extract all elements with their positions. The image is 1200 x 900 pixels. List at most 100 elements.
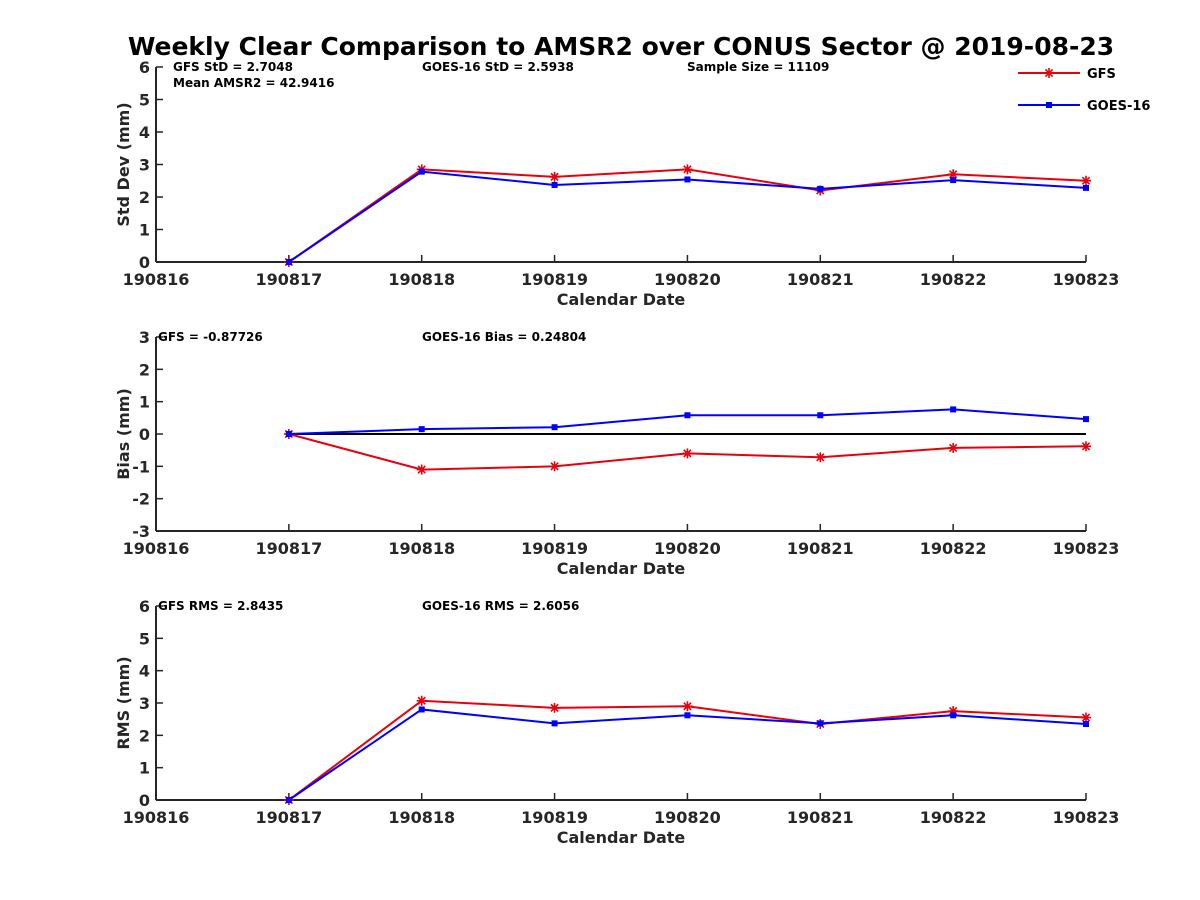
y-tick-label: 0	[139, 253, 150, 272]
y-tick-label: 3	[139, 694, 150, 713]
x-tick-label: 190819	[521, 539, 588, 558]
data-point	[551, 720, 558, 727]
x-tick-label: 190820	[654, 539, 721, 558]
data-point	[1081, 712, 1091, 723]
marker-stroke	[1081, 442, 1091, 451]
data-point	[950, 177, 957, 184]
data-point	[418, 706, 425, 713]
y-tick-label: 3	[139, 156, 150, 175]
panels: 0 1 2 3 4 5 6 190816 190817 190818 190819 190820 190…	[114, 58, 1119, 847]
y-axis-label: Bias (mm)	[114, 388, 133, 480]
y-tick-label: 2	[139, 360, 150, 379]
marker-stroke	[683, 449, 692, 458]
x-tick-label: 190820	[654, 270, 721, 289]
annotation-a2: Mean AMSR2 = 42.9416	[173, 76, 334, 90]
x-tick-label: 190817	[255, 270, 322, 289]
annotation-a1: GFS RMS = 2.8435	[158, 599, 283, 613]
data-point	[684, 176, 691, 183]
y-tick-label: -1	[132, 457, 150, 476]
marker-stroke	[683, 165, 692, 174]
marker-stroke	[683, 702, 692, 711]
y-tick-label: 6	[139, 597, 150, 616]
x-tick-label: 190823	[1053, 539, 1120, 558]
x-tick-label: 190822	[920, 270, 987, 289]
legend-item-goes-16: GOES-16	[1018, 99, 1150, 114]
y-tick-label: 4	[139, 662, 150, 681]
data-point	[817, 412, 824, 419]
x-tick-label: 190816	[123, 270, 190, 289]
y-tick-label: 2	[139, 726, 150, 745]
panel-3: 0 1 2 3 4 5 6 190816 190817 190818 190819 190820 190…	[114, 597, 1119, 847]
data-point	[1081, 441, 1091, 452]
annotation-a1: GFS = -0.87726	[158, 330, 263, 344]
series-goes-16	[285, 406, 1089, 437]
data-point	[551, 424, 558, 431]
x-tick-label: 190816	[123, 539, 190, 558]
data-point	[682, 448, 693, 459]
legend-item-gfs: GFS	[1018, 67, 1116, 82]
data-point	[948, 442, 959, 453]
x-tick-label: 190816	[123, 808, 190, 827]
series-goes-16	[285, 168, 1089, 265]
x-tick-label: 190820	[654, 808, 721, 827]
marker-stroke	[948, 443, 958, 453]
x-tick-label: 190822	[920, 539, 987, 558]
annotation-a3: GOES-16 StD = 2.5938	[422, 60, 574, 74]
y-tick-label: 0	[139, 425, 150, 444]
x-tick-label: 190817	[255, 539, 322, 558]
annotation-a1: GFS StD = 2.7048	[173, 60, 293, 74]
annotation-a3: GOES-16 Bias = 0.24804	[422, 330, 586, 344]
x-tick-label: 190819	[521, 270, 588, 289]
data-point	[418, 168, 425, 175]
y-tick-label: 3	[139, 328, 150, 347]
data-point	[1083, 721, 1089, 728]
x-tick-label: 190823	[1053, 808, 1120, 827]
data-point	[416, 695, 427, 706]
x-tick-label: 190818	[388, 808, 455, 827]
data-point	[285, 431, 292, 437]
y-tick-label: 5	[139, 629, 150, 648]
marker-stroke	[1044, 68, 1054, 78]
x-axis-label: Calendar Date	[557, 290, 686, 309]
series-goes-16	[285, 706, 1089, 803]
x-tick-label: 190818	[388, 270, 455, 289]
data-point	[950, 406, 957, 413]
data-point	[950, 712, 957, 719]
y-tick-label: 0	[139, 791, 150, 810]
marker-stroke	[1081, 176, 1091, 185]
x-tick-label: 190822	[920, 808, 987, 827]
data-point	[549, 171, 560, 182]
x-tick-label: 190817	[255, 808, 322, 827]
data-point	[549, 461, 560, 472]
data-point	[549, 702, 560, 713]
y-tick-label: 1	[139, 759, 150, 778]
marker-stroke	[816, 453, 825, 462]
data-point	[285, 797, 292, 803]
data-point	[682, 164, 693, 175]
marker-stroke	[417, 696, 426, 705]
legend-label: GOES-16	[1087, 99, 1150, 114]
marker-stroke	[948, 170, 958, 179]
y-tick-label: 1	[139, 221, 150, 240]
x-tick-label: 190821	[787, 808, 854, 827]
data-point	[817, 185, 824, 192]
panel-2: -3 -2 -1 0 1 2 3 190816 190817 190818 190819 190820…	[114, 328, 1119, 578]
annotation-a3: GOES-16 RMS = 2.6056	[422, 599, 579, 613]
data-point	[418, 426, 425, 433]
y-tick-label: -3	[132, 522, 150, 541]
data-point	[285, 259, 292, 265]
y-tick-label: -2	[132, 490, 150, 509]
annotation-a4: Sample Size = 11109	[687, 60, 829, 74]
marker-stroke	[550, 172, 559, 182]
data-point	[1081, 175, 1091, 186]
data-point	[682, 701, 693, 712]
y-tick-label: 5	[139, 91, 150, 110]
x-tick-label: 190818	[388, 539, 455, 558]
y-tick-label: 6	[139, 58, 150, 77]
data-point	[416, 464, 427, 475]
x-tick-label: 190821	[787, 270, 854, 289]
x-tick-label: 190821	[787, 539, 854, 558]
x-tick-label: 190823	[1053, 270, 1120, 289]
data-point	[817, 720, 824, 727]
